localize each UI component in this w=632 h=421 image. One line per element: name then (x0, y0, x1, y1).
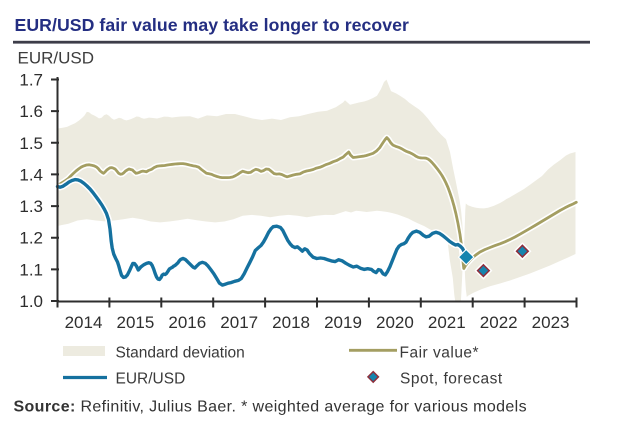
svg-text:1.4: 1.4 (19, 165, 43, 184)
svg-text:EUR/USD fair value may take lo: EUR/USD fair value may take longer to re… (15, 15, 410, 35)
svg-text:1.2: 1.2 (19, 229, 43, 248)
svg-text:1.5: 1.5 (19, 134, 43, 153)
svg-text:2017: 2017 (220, 313, 258, 332)
svg-text:2020: 2020 (376, 313, 414, 332)
svg-text:1.1: 1.1 (19, 260, 43, 279)
svg-text:Source: Refinitiv, Julius Baer: Source: Refinitiv, Julius Baer. * weight… (14, 399, 527, 416)
svg-text:2022: 2022 (480, 313, 518, 332)
svg-text:2019: 2019 (324, 313, 362, 332)
svg-text:2016: 2016 (168, 313, 206, 332)
svg-text:EUR/USD: EUR/USD (116, 371, 186, 388)
svg-text:Fair value*: Fair value* (400, 345, 480, 362)
svg-text:Spot, forecast: Spot, forecast (400, 371, 503, 388)
svg-text:EUR/USD: EUR/USD (18, 49, 95, 68)
svg-text:1.3: 1.3 (19, 197, 43, 216)
svg-text:2015: 2015 (116, 313, 154, 332)
svg-text:1.6: 1.6 (19, 102, 43, 121)
svg-text:1.0: 1.0 (19, 292, 43, 311)
svg-text:2014: 2014 (65, 313, 103, 332)
svg-text:2018: 2018 (272, 313, 310, 332)
svg-text:Standard deviation: Standard deviation (116, 345, 245, 362)
svg-text:2023: 2023 (532, 313, 570, 332)
svg-text:2021: 2021 (428, 313, 466, 332)
svg-text:1.7: 1.7 (19, 71, 43, 90)
